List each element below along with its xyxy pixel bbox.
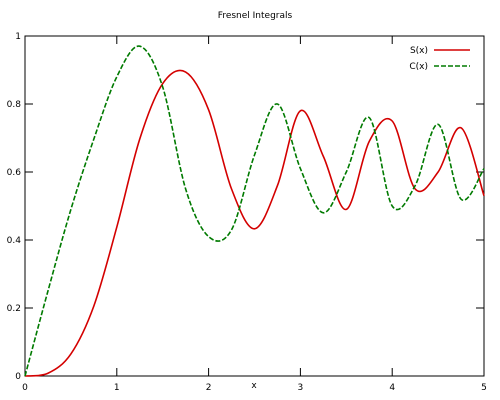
y-tick-label: 0.4 — [7, 236, 22, 246]
x-axis-label: x — [251, 381, 257, 391]
y-tick-label: 0.8 — [7, 100, 22, 110]
series-layer — [24, 45, 485, 377]
y-tick-label: 0 — [15, 372, 21, 382]
x-tick-label: 1 — [114, 383, 120, 393]
legend-label: C(x) — [409, 62, 428, 72]
y-tick-label: 1 — [15, 32, 21, 42]
x-tick-label: 5 — [481, 383, 487, 393]
x-tick-label: 0 — [22, 383, 28, 393]
axis-ticks: 0 1 2 3 4 5 0 0.2 0.4 0.6 0.8 1 — [7, 32, 487, 393]
x-tick-label: 3 — [298, 383, 304, 393]
y-tick-label: 0.2 — [7, 304, 21, 314]
y-tick-label: 0.6 — [7, 168, 22, 178]
legend-label: S(x) — [410, 46, 428, 56]
x-tick-label: 2 — [206, 383, 212, 393]
plot-frame — [24, 35, 485, 377]
series-line-cx — [24, 45, 485, 377]
chart-title: Fresnel Integrals — [218, 11, 293, 21]
series-line-sx — [24, 69, 485, 377]
legend: S(x) C(x) — [409, 46, 470, 72]
x-tick-label: 4 — [389, 383, 395, 393]
